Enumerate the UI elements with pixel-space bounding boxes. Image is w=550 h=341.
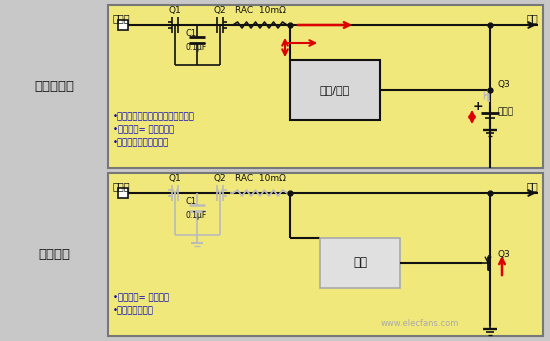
Text: 0.1μF: 0.1μF [185,210,206,220]
Text: Q1: Q1 [169,174,182,183]
Text: RAC  10mΩ: RAC 10mΩ [234,6,285,15]
Text: RAC  10mΩ: RAC 10mΩ [234,174,285,183]
Text: www.elecfans.com: www.elecfans.com [381,320,459,328]
Bar [108,5,543,168]
Text: 电池模式: 电池模式 [38,248,70,261]
Text: 0.1μF: 0.1μF [185,43,206,51]
Bar [118,20,128,30]
Text: +: + [472,101,483,114]
Bar [290,60,380,120]
Text: C1: C1 [185,29,196,38]
Text: 系统: 系统 [526,13,538,23]
Text: •系统电压= 电池电压: •系统电压= 电池电压 [113,294,169,302]
Text: 适配器: 适配器 [113,13,131,23]
Bar [118,188,128,198]
Text: 适配器模式: 适配器模式 [34,80,74,93]
Text: 系统: 系统 [526,181,538,191]
Text: •系统电压= 适配器电压: •系统电压= 适配器电压 [113,125,174,134]
Text: 电池组: 电池组 [498,107,514,117]
Text: 降压: 降压 [353,256,367,269]
Bar [108,173,543,336]
Bar [320,238,400,288]
Text: Q2: Q2 [214,6,226,15]
Text: Q1: Q1 [169,6,182,15]
Text: •系统负载直接电源路径: •系统负载直接电源路径 [113,138,169,148]
Text: •适配器和电池可以同时为系统供电: •适配器和电池可以同时为系统供电 [113,113,195,121]
Text: 降压/升压: 降压/升压 [320,85,350,95]
Text: 适配器: 适配器 [113,181,131,191]
Text: •电池为系统供电: •电池为系统供电 [113,307,154,315]
Text: Q2: Q2 [214,174,226,183]
Text: C1: C1 [185,196,196,206]
Text: Q3: Q3 [498,251,511,260]
Text: Q3: Q3 [498,80,511,89]
